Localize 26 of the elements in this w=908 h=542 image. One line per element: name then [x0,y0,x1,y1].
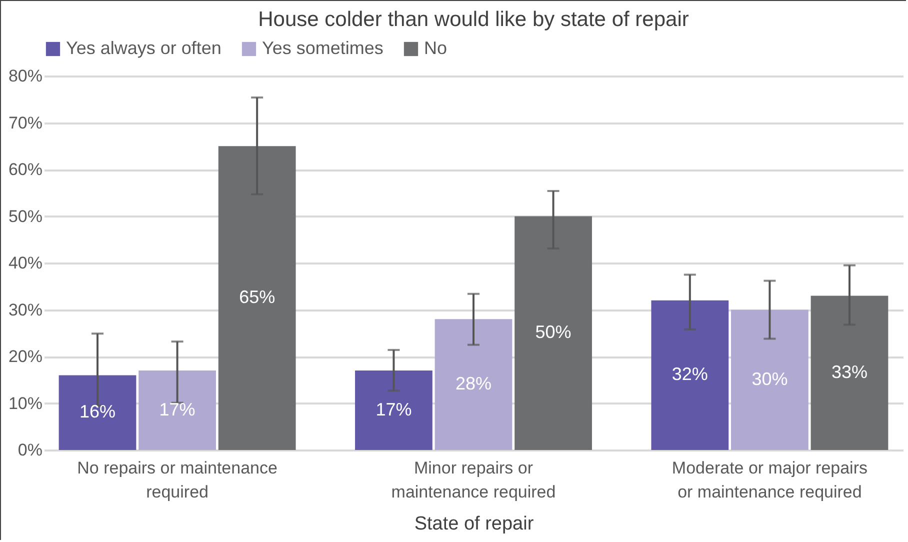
data-label: 50% [535,322,572,342]
y-tick-label: 60% [8,160,42,179]
data-label: 17% [376,399,412,420]
data-label: 28% [455,374,492,394]
y-tick-label: 0% [18,440,42,460]
x-tick-label: Minor repairs or maintenance required [391,458,556,502]
y-tick-label: 70% [8,113,42,132]
y-tick-label: 50% [8,206,42,226]
chart-title: House colder than would like by state of repair [258,8,689,31]
x-axis-title: State of repair [414,514,534,534]
y-tick-label: 20% [8,347,42,366]
y-tick-label: 30% [8,300,42,320]
legend-label: Yes sometimes [262,38,384,58]
data-label: 65% [239,287,276,308]
data-label: 16% [79,402,116,422]
x-tick-label: Moderate or major repairs or maintenance required [672,458,868,502]
data-label: 32% [672,364,708,384]
x-tick-label: No repairs or maintenance required [77,458,278,502]
data-label: 33% [831,362,868,382]
y-tick-label: 40% [8,254,42,272]
y-tick-label: 80% [8,66,42,86]
legend-label: No [424,38,448,58]
legend-label: Yes always or often [66,38,222,58]
y-tick-label: 10% [8,394,42,413]
data-label: 30% [752,368,788,389]
data-label: 17% [159,399,196,420]
